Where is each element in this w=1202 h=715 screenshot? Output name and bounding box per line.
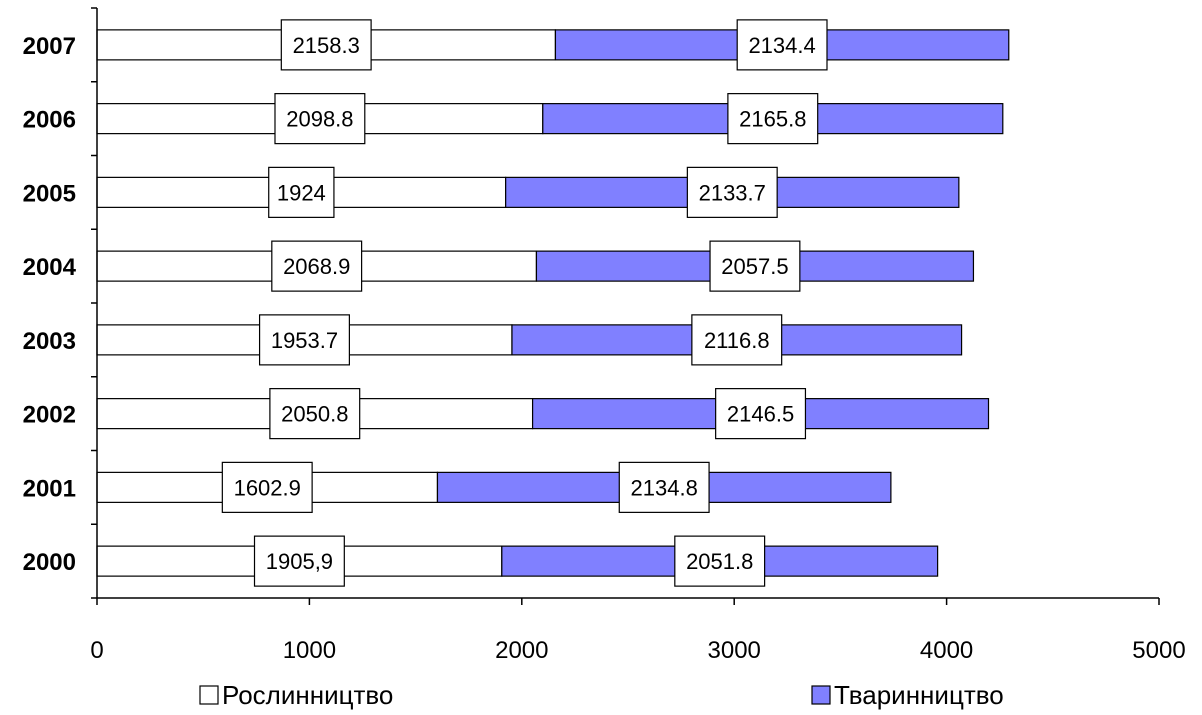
legend-swatch-livestock <box>811 685 831 705</box>
legend-swatch-crop <box>199 685 219 705</box>
data-label-crop-2001: 1602.9 <box>234 475 301 500</box>
legend: Рослинництво Тваринництво <box>199 680 1004 710</box>
category-label-2004: 2004 <box>23 254 77 281</box>
category-label-2002: 2002 <box>23 402 76 429</box>
legend-label-livestock: Тваринництво <box>834 680 1004 710</box>
x-tick-label: 0 <box>90 637 103 664</box>
x-tick-label: 1000 <box>283 637 336 664</box>
data-label-box <box>674 535 766 587</box>
legend-label-crop: Рослинництво <box>222 680 393 710</box>
data-label-box <box>727 93 819 145</box>
category-label-2001: 2001 <box>23 475 76 502</box>
data-label-crop-2004: 2068.9 <box>283 254 350 279</box>
data-label-livestock-2007: 2134.4 <box>748 33 815 58</box>
data-label-box <box>274 93 366 145</box>
data-label-livestock-2000: 2051.8 <box>686 549 753 574</box>
category-label-2007: 2007 <box>23 33 76 60</box>
data-label-livestock-2003: 2116.8 <box>704 328 770 353</box>
category-label-2003: 2003 <box>23 328 76 355</box>
category-label-2000: 2000 <box>23 549 76 576</box>
data-label-box <box>253 535 345 587</box>
data-label-box <box>269 388 361 440</box>
data-label-box <box>686 166 778 218</box>
data-label-crop-2002: 2050.8 <box>281 402 348 427</box>
data-label-box <box>691 314 783 366</box>
x-tick-label: 2000 <box>495 637 548 664</box>
data-label-crop-2007: 2158.3 <box>293 33 360 58</box>
data-label-livestock-2004: 2057.5 <box>721 254 788 279</box>
data-label-livestock-2001: 2134.8 <box>631 475 698 500</box>
data-label-livestock-2002: 2146.5 <box>727 402 794 427</box>
data-labels-layer: 1905,9 2051.8 1602.9 2134.8 2050.8 2146.5 1953… <box>221 19 828 587</box>
x-tick-label: 4000 <box>920 637 973 664</box>
data-label-livestock-2006: 2165.8 <box>739 107 806 132</box>
axes-layer: 0 1000 2000 3000 4000 5000 2000 2001 2002 2003 200… <box>23 7 1186 664</box>
data-label-box <box>258 314 350 366</box>
category-label-2005: 2005 <box>23 180 76 207</box>
data-label-crop-2000: 1905,9 <box>266 549 333 574</box>
data-label-crop-2006: 2098.8 <box>286 107 353 132</box>
data-label-box <box>268 166 335 218</box>
x-tick-label: 5000 <box>1132 637 1185 664</box>
data-label-box <box>271 240 363 292</box>
data-label-box <box>736 19 828 71</box>
data-label-livestock-2005: 2133.7 <box>699 180 766 205</box>
data-label-box <box>715 388 807 440</box>
data-label-box <box>618 461 710 513</box>
data-label-box <box>221 461 313 513</box>
x-tick-label: 3000 <box>708 637 761 664</box>
data-label-crop-2003: 1953.7 <box>271 328 338 353</box>
data-label-crop-2005: 1924 <box>277 180 326 205</box>
category-label-2006: 2006 <box>23 107 76 134</box>
data-label-box <box>709 240 801 292</box>
data-label-box <box>280 19 372 71</box>
